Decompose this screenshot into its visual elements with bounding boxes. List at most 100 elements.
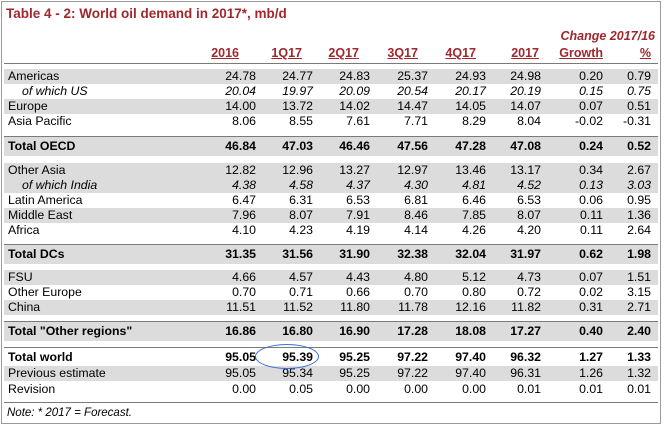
table-cell: 4.52 <box>517 178 541 192</box>
table-cell: 4.20 <box>517 223 541 237</box>
table-cell: 4.81 <box>462 178 486 192</box>
column-header: 1Q17 <box>271 46 302 60</box>
table-cell: 1.98 <box>627 247 651 261</box>
table-cell: 13.46 <box>455 163 486 177</box>
table-cell: 11.51 <box>226 300 256 314</box>
table-cell: 2.71 <box>627 300 651 314</box>
table-cell: 1.27 <box>579 350 603 364</box>
table-cell: 14.02 <box>339 99 370 113</box>
table-row-us: of which US 20.04 19.97 20.09 20.54 20.17 20.1… <box>4 84 658 99</box>
table-cell: 0.07 <box>579 270 603 284</box>
table-cell: 14.05 <box>455 99 486 113</box>
table-cell: 0.80 <box>462 285 486 299</box>
table-cell: 32.38 <box>397 247 428 261</box>
table-cell: 8.04 <box>517 114 541 128</box>
table-row-total-world: Total world 95.05 95.39 95.25 97.22 97.40 96.3… <box>4 347 658 367</box>
table-cell: 0.70 <box>404 285 428 299</box>
table-cell: 4.14 <box>404 223 428 237</box>
row-label: Total DCs <box>8 247 65 261</box>
table-cell: 0.00 <box>232 382 256 396</box>
table-cell: 4.58 <box>289 178 313 192</box>
table-cell: 47.56 <box>397 139 428 153</box>
row-label: Total world <box>8 350 73 364</box>
table-cell: 0.70 <box>232 285 256 299</box>
table-cell: 0.72 <box>517 285 541 299</box>
table-cell: 4.30 <box>404 178 428 192</box>
table-cell: 8.07 <box>517 208 541 222</box>
table-cell: 97.22 <box>397 366 428 380</box>
footnote: Note: * 2017 = Forecast. <box>7 407 132 419</box>
table-row-other-asia: Other Asia 12.82 12.96 13.27 12.97 13.46 13.17… <box>4 163 658 178</box>
table-cell: 95.34 <box>282 366 313 380</box>
table-cell: 0.24 <box>579 139 603 153</box>
table-cell: 0.79 <box>627 69 651 83</box>
table-cell: 0.51 <box>627 99 651 113</box>
note-divider <box>4 402 658 403</box>
table-cell: 0.52 <box>627 139 651 153</box>
table-row-previous-estimate: Previous estimate 95.05 95.34 95.25 97.22 97.… <box>4 366 658 381</box>
table-cell: 2.67 <box>627 163 651 177</box>
table-cell: 47.28 <box>455 139 486 153</box>
table-cell: 0.15 <box>579 84 603 98</box>
table-cell: 47.03 <box>282 139 313 153</box>
row-label: Total "Other regions" <box>8 324 133 338</box>
table-cell: 97.40 <box>455 366 486 380</box>
table-cell: 4.19 <box>346 223 370 237</box>
table-cell: 25.37 <box>397 69 428 83</box>
table-cell: 0.31 <box>579 300 603 314</box>
table-row-fsu: FSU 4.66 4.57 4.43 4.80 5.12 4.73 0.07 1.51 <box>4 270 658 285</box>
table-cell: 4.23 <box>289 223 313 237</box>
table-row-other-europe: Other Europe 0.70 0.71 0.66 0.70 0.80 0.72 0.02… <box>4 285 658 300</box>
table-cell: 31.90 <box>339 247 370 261</box>
table-cell: 2.64 <box>627 223 651 237</box>
table-cell: 8.29 <box>462 114 486 128</box>
table-cell: 12.82 <box>225 163 256 177</box>
table-cell: 24.77 <box>282 69 313 83</box>
table-cell: 0.05 <box>289 382 313 396</box>
table-cell: 0.34 <box>579 163 603 177</box>
table-row-americas: Americas 24.78 24.77 24.83 25.37 24.93 24.98 0.… <box>4 69 658 84</box>
table-cell: 0.20 <box>579 69 603 83</box>
table-cell: 4.38 <box>232 178 256 192</box>
table-cell: 24.78 <box>225 69 256 83</box>
table-row-india: of which India 4.38 4.58 4.37 4.30 4.81 4.52 0.… <box>4 178 658 193</box>
table-cell: 8.46 <box>404 208 428 222</box>
table-cell: 11.78 <box>398 300 428 314</box>
table-cell: 96.31 <box>510 366 541 380</box>
column-header: 2017 <box>511 46 539 60</box>
table-cell: 14.07 <box>510 99 541 113</box>
table-cell: 31.97 <box>510 247 541 261</box>
table-row-total-dcs: Total DCs 31.35 31.56 31.90 32.38 32.04 31.97 0… <box>4 244 658 264</box>
table-title: Table 4 - 2: World oil demand in 2017*, … <box>6 6 287 21</box>
table-cell: 5.12 <box>462 270 486 284</box>
row-label: Revision <box>8 382 56 396</box>
table-cell: 14.00 <box>225 99 256 113</box>
table-cell: 0.01 <box>627 382 651 396</box>
table-cell: 4.26 <box>462 223 486 237</box>
table-row-total-other-regions: Total "Other regions" 16.86 16.80 16.90 17.2… <box>4 321 658 341</box>
table-cell: 0.06 <box>579 193 603 207</box>
table-cell: 18.08 <box>455 324 486 338</box>
table-cell: 20.04 <box>225 84 256 98</box>
row-label: Americas <box>8 69 60 83</box>
table-cell: 95.25 <box>339 350 370 364</box>
column-header: Growth <box>559 46 603 60</box>
table-cell: 6.31 <box>289 193 313 207</box>
table-cell: 32.04 <box>455 247 486 261</box>
table-cell: 20.54 <box>397 84 428 98</box>
row-label: Middle East <box>8 208 73 222</box>
table-cell: 7.71 <box>404 114 428 128</box>
row-label: Latin America <box>8 193 83 207</box>
highlight-circle <box>255 344 319 369</box>
table-row-asia-pacific: Asia Pacific 8.06 8.55 7.61 7.71 8.29 8.04 -0.0… <box>4 114 658 129</box>
table-cell: 0.00 <box>462 382 486 396</box>
table-cell: 1.32 <box>627 366 651 380</box>
table-cell: 7.91 <box>346 208 370 222</box>
table-cell: 13.27 <box>339 163 370 177</box>
table-cell: 6.46 <box>462 193 486 207</box>
row-label: China <box>8 300 41 314</box>
table-cell: 6.47 <box>232 193 256 207</box>
table-cell: 20.09 <box>339 84 370 98</box>
table-cell: 16.80 <box>282 324 313 338</box>
